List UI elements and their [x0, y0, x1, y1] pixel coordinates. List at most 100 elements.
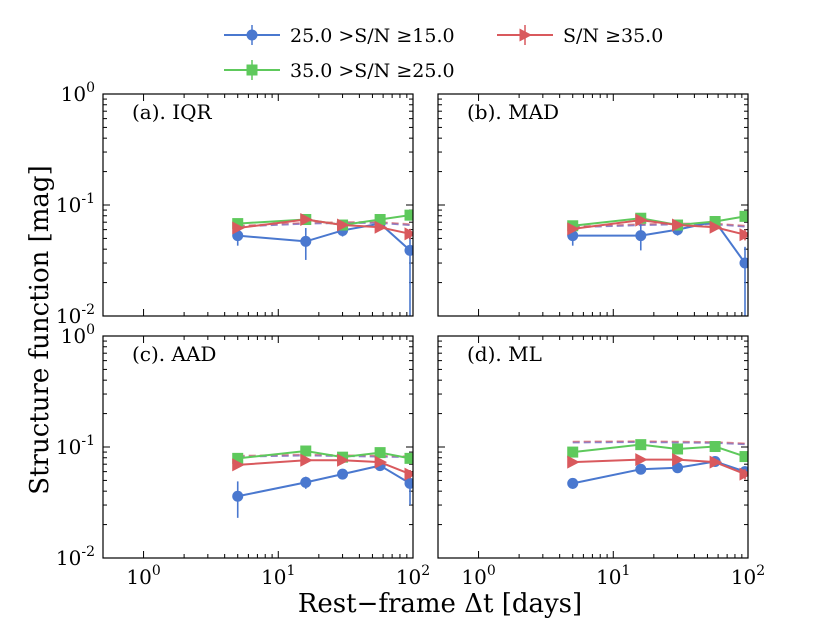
x-tick-label: 102 [731, 563, 765, 589]
data-point [635, 213, 648, 227]
panel-label: (a). IQR [132, 100, 213, 124]
data-point [567, 222, 580, 236]
legend-marker-circle [246, 29, 258, 41]
y-axis-label: Structure function [mag] [25, 165, 55, 494]
legend-item: 25.0 >S/N ≥15.0 [224, 25, 455, 47]
data-point [300, 213, 313, 227]
x-tick-label-exponent: 1 [287, 563, 296, 579]
series-triangle-right [567, 213, 748, 242]
data-point [404, 209, 413, 221]
data-point [374, 455, 388, 469]
panel-1: (b). MAD [437, 93, 749, 317]
legend-label: S/N ≥35.0 [563, 25, 663, 47]
data-point [739, 210, 748, 222]
y-tick-label-exponent: 0 [86, 322, 95, 338]
series-circle [567, 216, 748, 316]
legend: 25.0 >S/N ≥15.0 S/N ≥35.0 35.0 >S/N ≥25.0 [224, 25, 663, 82]
data-point [300, 235, 312, 247]
x-tick-label-exponent: 2 [756, 563, 765, 579]
panel-frame [102, 335, 414, 559]
x-tick-label: 100 [461, 563, 495, 589]
data-point [567, 455, 580, 469]
panel-data [232, 445, 413, 518]
data-point [635, 463, 647, 475]
data-point [709, 441, 721, 453]
data-point [404, 467, 413, 481]
y-tick-label-exponent: -2 [81, 302, 95, 318]
series-square [232, 209, 413, 231]
series-circle [232, 218, 413, 316]
data-point [709, 455, 723, 469]
data-point [374, 214, 386, 226]
x-tick-label: 101 [596, 563, 630, 589]
panel-3: 100 101 102(d). ML [437, 335, 765, 589]
panel-data [232, 209, 413, 316]
data-point [635, 230, 647, 242]
x-tick-label-exponent: 0 [487, 563, 496, 579]
legend-label: 35.0 >S/N ≥25.0 [290, 60, 455, 82]
x-tick-label: 101 [261, 563, 295, 589]
x-tick-label-exponent: 2 [421, 563, 430, 579]
series-triangle-right [232, 453, 413, 481]
data-point [300, 453, 313, 467]
y-tick-label-base: 10 [56, 546, 81, 570]
dashed-model-line [572, 440, 746, 446]
data-point [300, 445, 312, 457]
x-tick-label-base: 10 [461, 565, 486, 589]
data-point [739, 257, 748, 269]
y-tick-label-base: 10 [61, 324, 86, 348]
data-point [739, 467, 748, 481]
series-square [567, 439, 748, 463]
x-tick-label-exponent: 1 [622, 563, 631, 579]
data-point [672, 443, 684, 455]
data-point [709, 220, 723, 234]
data-point [567, 446, 579, 458]
y-tick-label: 10-1 [56, 433, 95, 459]
data-point [404, 477, 413, 489]
series-line [237, 464, 411, 498]
data-point [404, 227, 413, 241]
y-tick-label: 10-2 [56, 544, 95, 570]
legend-item: 35.0 >S/N ≥25.0 [224, 60, 455, 82]
series-triangle-right [232, 213, 413, 241]
panel-label: (d). ML [467, 342, 542, 366]
y-tick-label-exponent: -2 [81, 544, 95, 560]
data-point [404, 244, 413, 256]
legend-label: 25.0 >S/N ≥15.0 [290, 25, 455, 47]
x-tick-label-base: 10 [596, 565, 621, 589]
y-tick-label-base: 10 [61, 82, 86, 106]
x-tick-label: 100 [126, 563, 160, 589]
data-point [739, 451, 748, 463]
data-point [232, 452, 244, 464]
panel-frame [102, 93, 414, 317]
legend-marker-square [246, 64, 258, 76]
panel-frame [437, 93, 749, 317]
panel-label: (c). AAD [132, 342, 216, 366]
data-point [672, 453, 685, 467]
series-triangle-right [567, 453, 748, 481]
legend-item: S/N ≥35.0 [497, 25, 663, 47]
panel-data [567, 439, 748, 489]
legend-marker-triangle-right [519, 28, 532, 42]
y-tick-label-base: 10 [56, 304, 81, 328]
data-point [635, 453, 648, 467]
data-point [404, 452, 413, 464]
series-circle [232, 460, 413, 518]
x-tick-label: 102 [396, 563, 430, 589]
y-tick-label: 100 [61, 322, 95, 348]
panel-data [567, 210, 748, 316]
data-point [709, 216, 721, 228]
data-point [232, 490, 244, 502]
x-axis-label: Rest−frame Δt [days] [298, 589, 582, 619]
y-tick-label: 100 [61, 80, 95, 106]
data-point [232, 221, 245, 235]
data-point [337, 453, 350, 467]
data-point [232, 458, 245, 472]
panel-frame [437, 335, 749, 559]
y-tick-label-base: 10 [56, 193, 81, 217]
